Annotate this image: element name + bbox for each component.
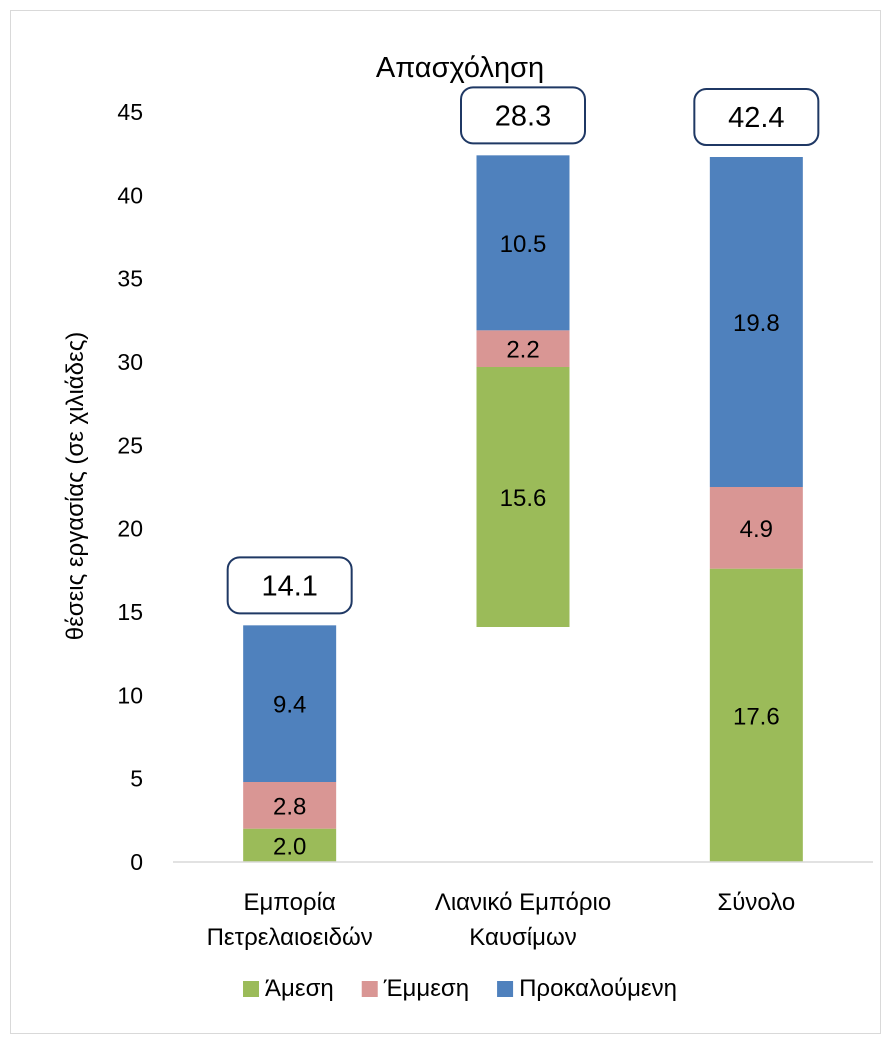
y-tick-label: 20	[117, 516, 143, 542]
y-tick-label: 25	[117, 432, 143, 458]
total-callout-box	[226, 556, 353, 615]
legend-label: Έμμεση	[383, 975, 469, 1002]
chart-frame: Απασχόληση θέσεις εργασίας (σε χιλιάδες)…	[10, 10, 881, 1034]
bar-segment	[709, 487, 803, 569]
y-axis-ticks: 0 5 10 15 20 25 30 35 40 45	[117, 99, 143, 875]
y-tick-label: 45	[117, 99, 143, 125]
stacked-bar-chart: Απασχόληση θέσεις εργασίας (σε χιλιάδες)…	[62, 52, 873, 1002]
legend-label: Άμεση	[265, 975, 334, 1002]
bar-segment	[709, 568, 803, 862]
y-tick-label: 10	[117, 682, 143, 708]
y-tick-label: 30	[117, 349, 143, 375]
bar-segment-label: 2.8	[273, 793, 306, 820]
x-axis-categories: Εμπορία Πετρελαιοειδών Λιανικό Εμπόριο Καυσ…	[207, 889, 796, 951]
bar-segment-label: 9.4	[273, 692, 306, 719]
bar-segment-label: 10.5	[500, 231, 547, 258]
y-tick-label: 35	[117, 266, 143, 292]
total-callout-box	[460, 86, 586, 145]
bar-segment	[243, 828, 337, 862]
bar-segment-label: 19.8	[733, 310, 780, 337]
y-tick-label: 0	[130, 849, 143, 875]
bar-segment-label: 15.6	[500, 485, 547, 512]
bar-segment	[709, 157, 803, 487]
bar-segment-label: 2.0	[273, 833, 306, 860]
y-tick-label: 15	[117, 599, 143, 625]
x-category-label: Εμπορία Πετρελαιοειδών	[207, 889, 373, 951]
chart-title: Απασχόληση	[376, 52, 544, 84]
y-tick-label: 5	[130, 766, 143, 792]
bars: 2.0 2.8 9.4 14.1 15.6 2.2 10.5 28.3 17.6 4.9 19.8 4…	[226, 86, 820, 862]
total-label: 14.1	[261, 570, 317, 602]
total-label: 28.3	[495, 100, 551, 132]
total-label: 42.4	[728, 102, 784, 134]
x-category-label: Σύνολο	[717, 889, 795, 916]
legend-swatch	[361, 981, 378, 997]
bar-segment-label: 17.6	[733, 703, 780, 730]
y-tick-label: 40	[117, 182, 143, 208]
total-callout-box	[693, 88, 820, 146]
bar-segment	[476, 330, 570, 367]
legend-swatch	[243, 981, 260, 997]
legend-label: Προκαλούμενη	[519, 975, 677, 1002]
x-category-label: Λιανικό Εμπόριο Καυσίμων	[435, 889, 611, 951]
bar-segment-label: 2.2	[506, 337, 539, 364]
bar-segment	[476, 155, 570, 331]
legend: Άμεση Έμμεση Προκαλούμενη	[243, 975, 677, 1002]
bar-segment	[243, 625, 337, 782]
y-axis-label: θέσεις εργασίας (σε χιλιάδες)	[62, 332, 89, 641]
bar-segment-label: 4.9	[740, 516, 773, 543]
legend-swatch	[497, 981, 514, 997]
bar-segment	[476, 367, 570, 627]
bar-segment	[243, 782, 337, 829]
